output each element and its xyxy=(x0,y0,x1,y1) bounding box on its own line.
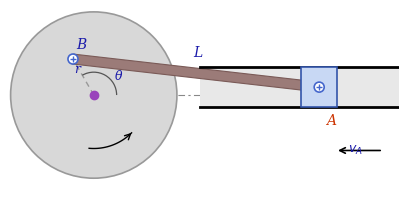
Text: θ: θ xyxy=(115,69,122,83)
Text: A: A xyxy=(326,114,336,128)
Text: L: L xyxy=(193,46,202,60)
Polygon shape xyxy=(72,54,320,92)
Circle shape xyxy=(68,54,78,64)
Circle shape xyxy=(314,82,324,92)
Text: B: B xyxy=(76,38,86,52)
Bar xyxy=(200,67,399,107)
Text: $v_A$: $v_A$ xyxy=(348,144,363,157)
Bar xyxy=(301,67,337,107)
Circle shape xyxy=(11,12,177,178)
Text: r: r xyxy=(74,63,80,75)
